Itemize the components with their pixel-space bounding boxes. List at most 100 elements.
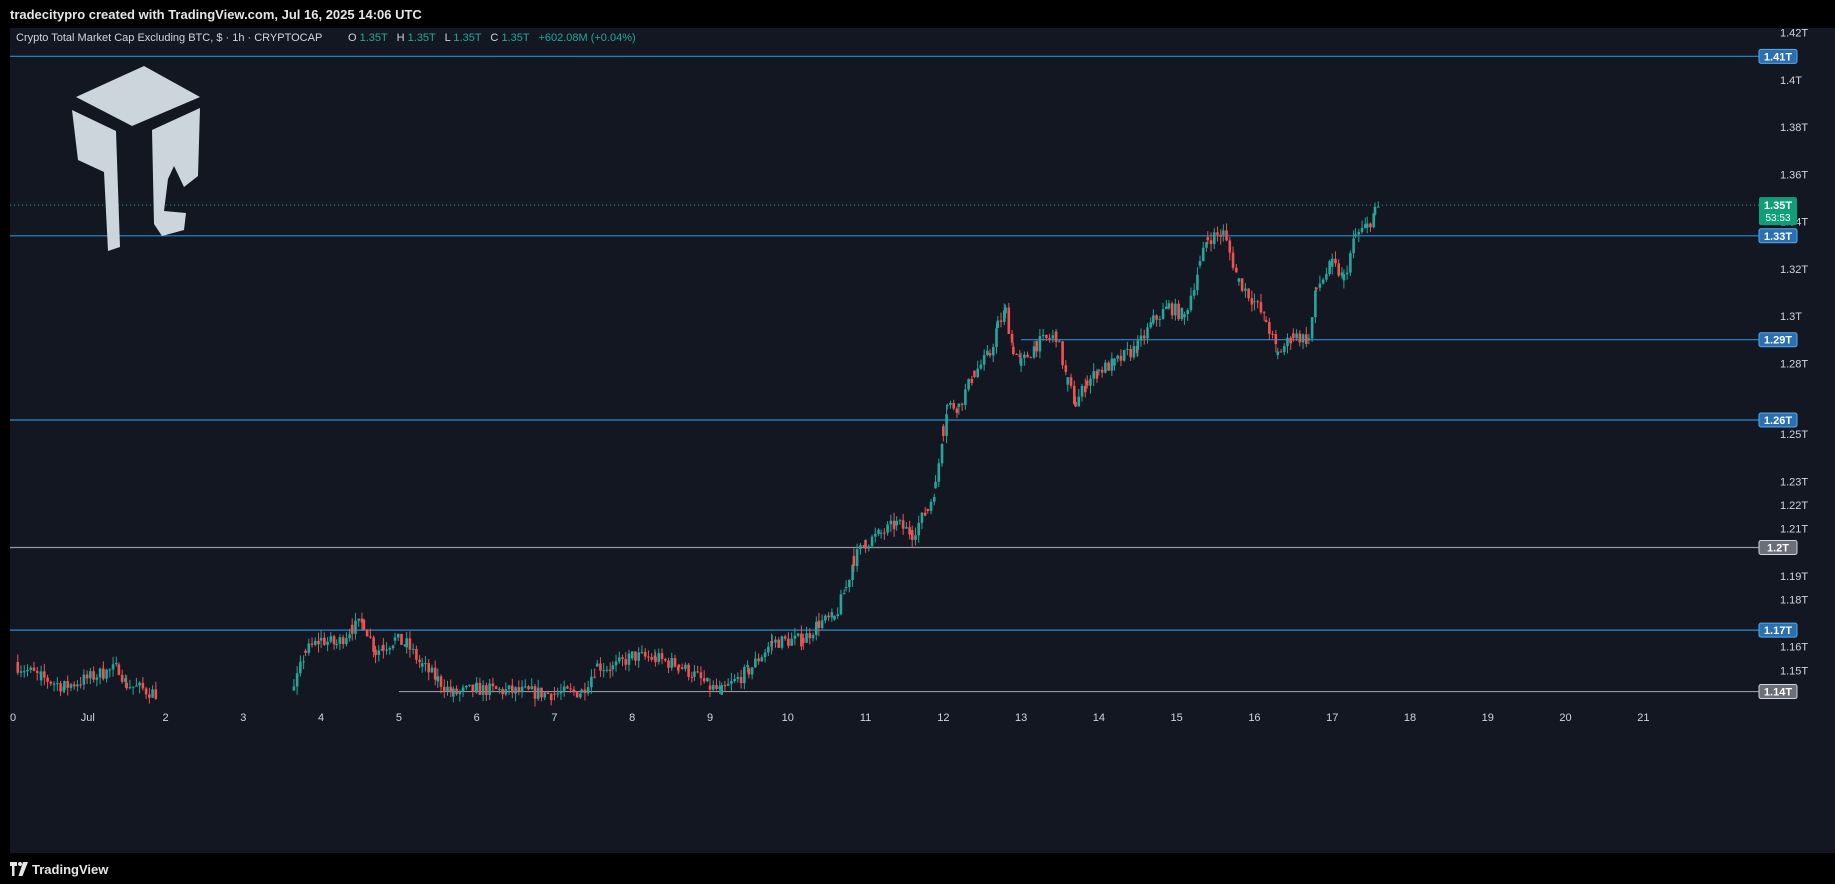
candle-body	[1240, 278, 1244, 291]
candle-body	[1318, 283, 1322, 288]
x-tick-label-7: 7	[551, 712, 557, 724]
candle-body	[523, 686, 527, 688]
candle-body	[332, 636, 336, 645]
legend-l-value: 1.35T	[453, 32, 481, 44]
candle-body	[1201, 247, 1205, 262]
candle-body	[105, 669, 108, 679]
candle-body	[657, 653, 661, 662]
candle-body	[898, 520, 902, 522]
candle-body	[1126, 349, 1129, 351]
candle-body	[1113, 358, 1116, 366]
candle-body	[937, 463, 941, 482]
candle-body	[553, 693, 556, 695]
candle-body	[1010, 333, 1014, 343]
candle-body	[883, 532, 886, 534]
candle-body	[1325, 273, 1328, 280]
candle-body	[1139, 335, 1143, 341]
candle-body	[400, 633, 403, 645]
candle-body	[1054, 331, 1058, 342]
series-legend[interactable]: Crypto Total Market Cap Excluding BTC, $…	[16, 32, 636, 44]
candle-body	[886, 524, 889, 533]
candle-body	[299, 661, 302, 674]
candle-body	[1276, 351, 1280, 356]
candle-body	[736, 677, 740, 679]
y-tick-label-8: 1.25T	[1780, 429, 1808, 441]
candle-body	[1205, 242, 1208, 248]
candle-body	[72, 684, 76, 687]
candle-body	[1107, 362, 1110, 371]
y-tick-label-6: 1.3T	[1780, 311, 1802, 323]
candle-body	[901, 520, 905, 529]
candle-body	[996, 320, 1000, 329]
candle-body	[1328, 261, 1331, 274]
candle-body	[696, 671, 699, 673]
candle-body	[796, 633, 800, 636]
candle-body	[76, 684, 79, 687]
candle-body	[1092, 371, 1096, 379]
candle-body	[1216, 232, 1219, 235]
legend-c-label: C	[490, 32, 498, 44]
candle-body	[1330, 258, 1334, 267]
candle-body	[932, 496, 936, 502]
chart-area[interactable]: 1.42T1.4T1.38T1.36T1.34T1.32T1.3T1.28T1.…	[4, 28, 1835, 853]
candle-body	[720, 685, 723, 695]
candle-body	[1095, 371, 1099, 379]
candle-body	[569, 688, 572, 690]
y-tick-label-9: 1.23T	[1780, 476, 1808, 488]
candlestick-chart[interactable]: 1.42T1.4T1.38T1.36T1.34T1.32T1.3T1.28T1.…	[4, 28, 1835, 853]
candle-body	[1282, 346, 1286, 353]
candle-body	[427, 663, 431, 673]
y-tick-label-7: 1.28T	[1780, 358, 1808, 370]
price-axis[interactable]: 1.42T1.4T1.38T1.36T1.34T1.32T1.3T1.28T1.…	[1780, 28, 1808, 678]
candle-body	[360, 618, 364, 623]
candle-body	[418, 659, 421, 663]
svg-text:1.2T: 1.2T	[1767, 543, 1789, 555]
candle-body	[1069, 377, 1073, 386]
candle-body	[739, 677, 743, 684]
candle-body	[879, 532, 883, 534]
y-tick-label-13: 1.18T	[1780, 594, 1808, 606]
candle-body	[1180, 308, 1184, 320]
candle-body	[1376, 206, 1380, 208]
candle-body	[750, 667, 754, 675]
candle-body	[862, 545, 865, 547]
candle-body	[329, 636, 333, 642]
candle-body	[348, 634, 351, 639]
candle-body	[851, 564, 854, 580]
candle-body	[1337, 263, 1341, 276]
candle-body	[536, 687, 540, 699]
candle-body	[530, 686, 534, 690]
candle-body	[424, 663, 427, 665]
candle-body	[1004, 307, 1007, 314]
candle-body	[855, 549, 859, 567]
candle-body	[1301, 334, 1305, 343]
legend-values: O 1.35T H 1.35T L 1.35T C 1.35T +602.08M…	[348, 32, 636, 44]
candle-body	[1116, 355, 1119, 359]
candle-body	[579, 693, 582, 698]
candle-body	[135, 685, 138, 687]
candle-body	[79, 684, 82, 686]
candle-body	[580, 689, 583, 693]
candle-body	[777, 639, 781, 648]
x-tick-label-12: 12	[937, 712, 949, 724]
candle-body	[852, 555, 856, 567]
candle-body	[458, 691, 462, 695]
legend-o-value: 1.35T	[360, 32, 388, 44]
x-tick-label-13: 13	[1015, 712, 1027, 724]
candle-body	[702, 678, 706, 682]
candle-body	[767, 646, 770, 653]
candle-body	[1019, 358, 1023, 366]
candle-body	[820, 620, 824, 628]
candle-body	[374, 649, 377, 656]
candle-body	[1247, 288, 1250, 299]
candle-body	[66, 681, 69, 688]
x-tick-label-16: 16	[1248, 712, 1260, 724]
x-tick-label-10: 10	[782, 712, 794, 724]
candle-body	[905, 527, 908, 529]
candle-body	[102, 669, 105, 679]
candle-body	[1363, 224, 1367, 228]
time-axis[interactable]: 30 Jul 2 3 4 5 6 7 8 9 10 11 12 13 14 15 16 17 18 19 20 21	[4, 712, 1650, 724]
candle-body	[1349, 253, 1352, 273]
candle-body	[1196, 274, 1199, 291]
x-tick-label-17: 17	[1326, 712, 1338, 724]
